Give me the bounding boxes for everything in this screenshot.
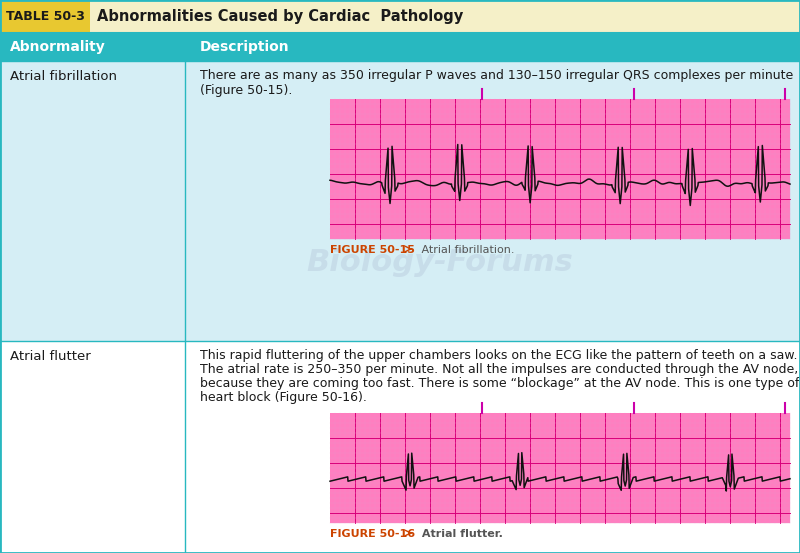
Text: The atrial rate is 250–350 per minute. Not all the impulses are conducted throug: The atrial rate is 250–350 per minute. N… — [200, 363, 798, 376]
Text: This rapid fluttering of the upper chambers looks on the ECG like the pattern of: This rapid fluttering of the upper chamb… — [200, 349, 798, 362]
Text: Biology-Forums: Biology-Forums — [306, 248, 574, 277]
Text: (Figure 50-15).: (Figure 50-15). — [200, 84, 292, 97]
Bar — [0, 0, 800, 33]
Bar — [0, 341, 800, 553]
Text: Atrial flutter: Atrial flutter — [10, 351, 90, 363]
Bar — [0, 33, 800, 61]
Text: heart block (Figure 50-16).: heart block (Figure 50-16). — [200, 391, 367, 404]
Text: Atrial fibrillation: Atrial fibrillation — [10, 70, 117, 84]
Text: Description: Description — [200, 40, 290, 54]
Text: There are as many as 350 irregular P waves and 130–150 irregular QRS complexes p: There are as many as 350 irregular P wav… — [200, 69, 794, 82]
Text: Atrial fibrillation.: Atrial fibrillation. — [418, 245, 514, 255]
Text: because they are coming too fast. There is some “blockage” at the AV node. This : because they are coming too fast. There … — [200, 377, 799, 390]
Bar — [330, 99, 790, 239]
Bar — [0, 61, 800, 341]
Text: Abnormality: Abnormality — [10, 40, 106, 54]
Bar — [0, 0, 90, 33]
Text: Atrial flutter.: Atrial flutter. — [418, 529, 503, 539]
Text: Abnormalities Caused by Cardiac  Pathology: Abnormalities Caused by Cardiac Patholog… — [97, 9, 463, 24]
Text: TABLE 50-3: TABLE 50-3 — [6, 10, 85, 23]
Text: FIGURE 50-16: FIGURE 50-16 — [330, 529, 415, 539]
Bar — [330, 413, 790, 523]
Text: FIGURE 50-15: FIGURE 50-15 — [330, 245, 415, 255]
